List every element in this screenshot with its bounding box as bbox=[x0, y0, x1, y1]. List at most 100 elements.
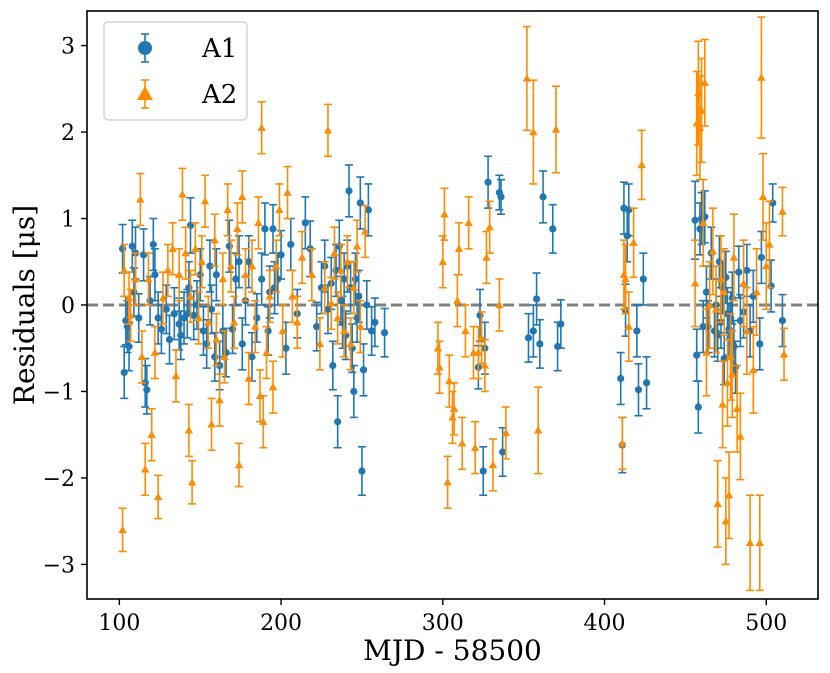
marker-circle bbox=[340, 275, 348, 283]
marker-triangle bbox=[522, 74, 532, 82]
point-A2-48 bbox=[265, 269, 274, 324]
marker-triangle bbox=[257, 123, 266, 131]
point-A2-91 bbox=[485, 200, 494, 254]
point-A2-23 bbox=[194, 291, 203, 345]
y-tick-label: −1 bbox=[43, 380, 75, 405]
point-A2-51 bbox=[275, 183, 284, 237]
point-A1-39 bbox=[228, 304, 237, 355]
marker-triangle bbox=[215, 395, 224, 404]
marker-triangle bbox=[443, 478, 452, 486]
point-A2-3 bbox=[126, 288, 135, 343]
marker-triangle bbox=[470, 443, 480, 451]
marker-triangle bbox=[718, 400, 727, 408]
point-A2-79 bbox=[449, 382, 459, 436]
marker-triangle bbox=[435, 363, 444, 371]
marker-triangle bbox=[356, 322, 365, 330]
marker-circle bbox=[329, 361, 337, 370]
point-A2-83 bbox=[461, 304, 470, 358]
point-A2-24 bbox=[197, 235, 207, 289]
point-A2-76 bbox=[443, 455, 452, 510]
point-A2-29 bbox=[212, 312, 221, 367]
marker-circle bbox=[736, 316, 744, 325]
marker-triangle bbox=[724, 491, 734, 499]
point-A1-96 bbox=[498, 426, 507, 478]
marker-triangle bbox=[241, 270, 250, 278]
marker-circle bbox=[497, 193, 505, 201]
point-A1-46 bbox=[252, 292, 261, 343]
point-A2-53 bbox=[283, 165, 292, 220]
marker-circle bbox=[232, 275, 240, 283]
marker-circle bbox=[479, 467, 487, 475]
point-A2-20 bbox=[186, 269, 195, 324]
point-A1-55 bbox=[281, 321, 290, 375]
point-A1-97 bbox=[524, 312, 533, 363]
marker-circle bbox=[170, 310, 178, 318]
marker-circle bbox=[269, 225, 277, 233]
point-A2-97 bbox=[534, 386, 543, 475]
marker-triangle bbox=[153, 492, 163, 501]
marker-triangle bbox=[186, 292, 195, 300]
point-A1-56 bbox=[286, 217, 295, 272]
marker-circle bbox=[549, 225, 557, 233]
point-A1-42 bbox=[238, 317, 247, 371]
marker-triangle bbox=[126, 311, 135, 319]
point-A1-145 bbox=[755, 317, 764, 371]
marker-triangle bbox=[144, 274, 153, 283]
point-A1-101 bbox=[539, 170, 548, 224]
point-A1-146 bbox=[757, 230, 766, 285]
marker-circle bbox=[277, 251, 285, 259]
point-A1-100 bbox=[535, 318, 544, 369]
marker-triangle bbox=[618, 439, 627, 447]
marker-triangle bbox=[705, 300, 714, 309]
point-A1-29 bbox=[199, 305, 208, 356]
series-A1 bbox=[118, 155, 787, 497]
point-A2-37 bbox=[234, 442, 244, 488]
point-A2-26 bbox=[204, 295, 213, 350]
marker-circle bbox=[345, 187, 353, 195]
marker-triangle bbox=[327, 299, 336, 307]
point-A1-32 bbox=[207, 284, 216, 335]
point-A2-129 bbox=[742, 286, 752, 375]
marker-triangle bbox=[448, 413, 457, 421]
point-A1-123 bbox=[704, 299, 713, 354]
marker-circle bbox=[151, 271, 159, 279]
marker-circle bbox=[476, 311, 484, 319]
point-A1-102 bbox=[548, 203, 557, 254]
point-A2-128 bbox=[739, 239, 748, 328]
marker-triangle bbox=[723, 378, 732, 386]
point-A2-121 bbox=[723, 338, 732, 427]
marker-triangle bbox=[174, 270, 184, 278]
marker-triangle bbox=[757, 73, 766, 81]
point-A2-18 bbox=[181, 226, 190, 280]
marker-triangle bbox=[339, 326, 349, 335]
marker-triangle bbox=[360, 227, 370, 235]
marker-triangle bbox=[210, 235, 219, 244]
point-A2-125 bbox=[729, 213, 739, 302]
point-A2-130 bbox=[745, 494, 755, 592]
marker-circle bbox=[154, 314, 162, 322]
point-A2-31 bbox=[218, 252, 228, 306]
point-A2-10 bbox=[150, 325, 160, 380]
point-A2-87 bbox=[474, 325, 483, 380]
point-A2-133 bbox=[755, 494, 764, 592]
point-A2-43 bbox=[254, 196, 263, 250]
marker-circle bbox=[536, 340, 544, 348]
point-A2-1 bbox=[119, 243, 129, 298]
point-A2-56 bbox=[297, 230, 307, 285]
marker-triangle bbox=[690, 279, 700, 287]
marker-triangle bbox=[178, 190, 187, 198]
point-A2-14 bbox=[168, 222, 177, 276]
marker-triangle bbox=[259, 417, 268, 425]
point-A1-80 bbox=[354, 269, 363, 324]
point-A2-13 bbox=[163, 243, 173, 298]
marker-circle bbox=[128, 242, 136, 250]
series-A2 bbox=[118, 16, 789, 592]
point-A2-17 bbox=[178, 167, 187, 222]
point-A1-25 bbox=[186, 196, 195, 254]
marker-triangle bbox=[181, 248, 190, 257]
point-A2-58 bbox=[315, 317, 325, 371]
marker-triangle bbox=[136, 195, 145, 203]
marker-triangle bbox=[275, 205, 284, 214]
point-A2-73 bbox=[435, 340, 444, 395]
